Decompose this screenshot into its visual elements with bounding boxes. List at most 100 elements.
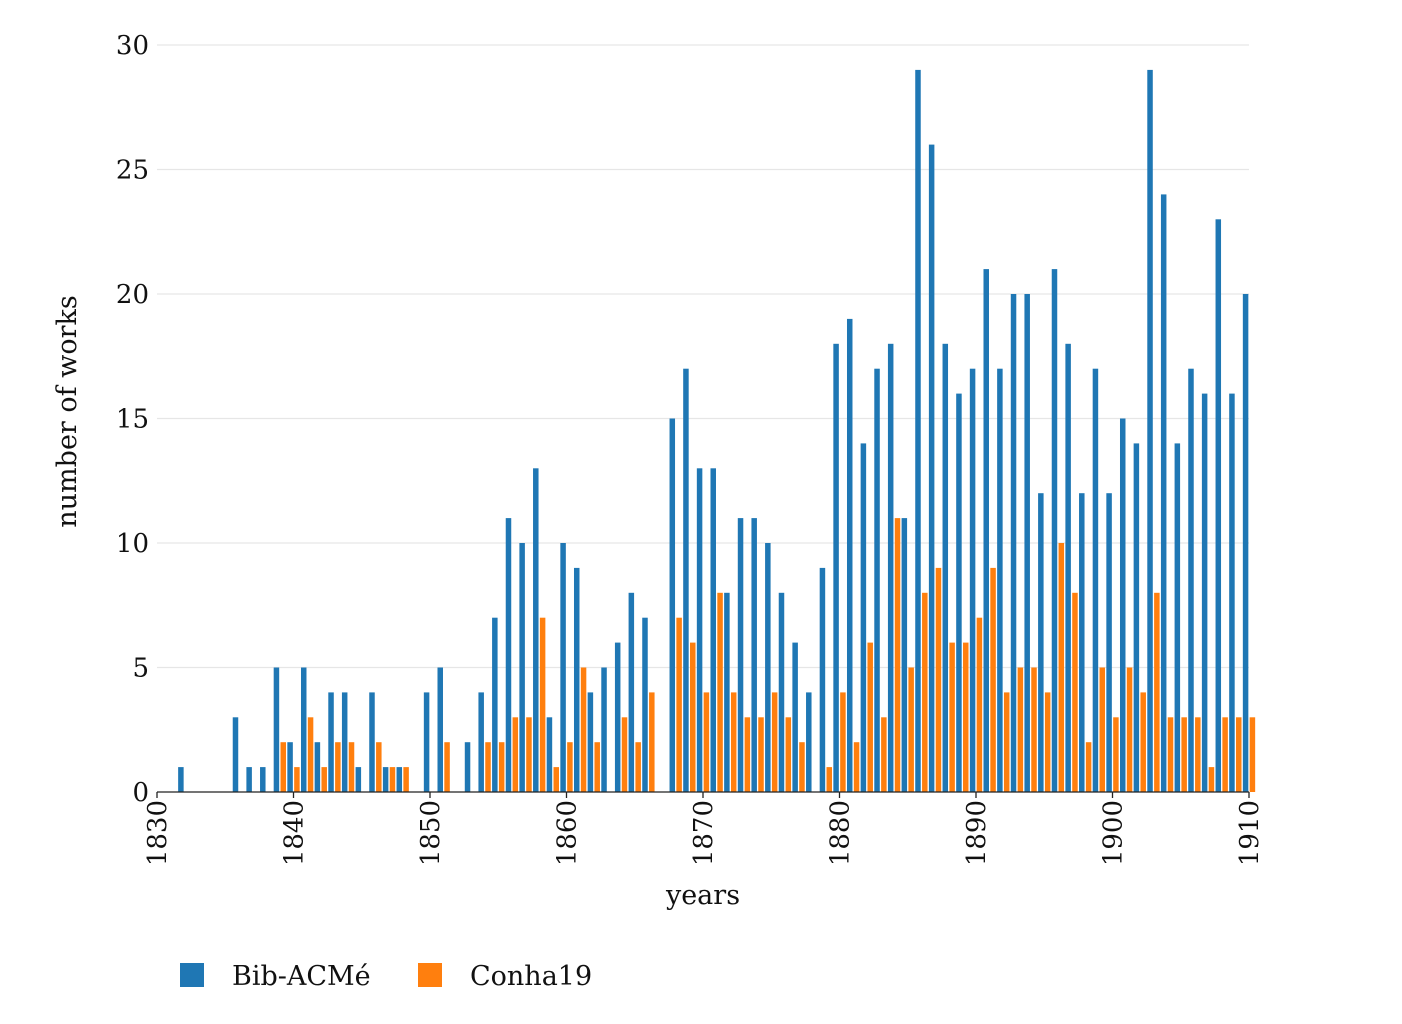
y-tick-label-30: 30: [116, 31, 149, 61]
bar-conha19-1909: [1236, 717, 1242, 792]
bar-bib-acm--1893: [1010, 294, 1017, 792]
bar-conha19-1881: [853, 742, 860, 792]
x-tick-label-1900: 1900: [1099, 800, 1129, 866]
bar-bib-acm--1854: [478, 692, 484, 792]
bar-bib-acm--1881: [846, 318, 853, 792]
bar-bib-acm--1856: [505, 518, 512, 792]
bar-conha19-1842: [321, 767, 327, 792]
bar-bib-acm--1869: [683, 368, 689, 792]
y-axis-ticks: 0 5 10 15 20 25 30: [116, 31, 149, 808]
x-axis-ticks: 1830 1840 1850 1860 1870 1880 1890 1900 1910: [143, 792, 1265, 866]
bar-conha19-1897: [1072, 592, 1078, 792]
bar-conha19-1892: [1003, 692, 1010, 792]
bar-conha19-1840: [294, 767, 300, 792]
bar-conha19-1885: [908, 667, 914, 792]
bar-bib-acm--1874: [751, 518, 757, 792]
y-tick-label-10: 10: [116, 529, 149, 559]
bar-bib-acm--1892: [997, 368, 1003, 792]
bar-conha19-1848: [403, 767, 409, 792]
bar-bib-acm--1873: [737, 518, 744, 792]
bar-conha19-1887: [935, 567, 942, 792]
bar-conha19-1839: [280, 742, 287, 792]
bar-conha19-1884: [894, 518, 901, 792]
bar-bib-acm--1836: [232, 717, 239, 792]
bar-conha19-1888: [949, 642, 955, 792]
bar-conha19-1882: [867, 642, 873, 792]
bar-conha19-1856: [512, 717, 519, 792]
y-tick-label-15: 15: [116, 405, 149, 435]
bar-conha19-1864: [621, 717, 628, 792]
bar-conha19-1883: [881, 717, 887, 792]
bar-bib-acm--1838: [260, 767, 266, 792]
bar-bib-acm--1837: [246, 767, 252, 792]
x-tick-label-1830: 1830: [143, 800, 173, 866]
bar-conha19-1891: [990, 567, 996, 792]
bar-bib-acm--1903: [1147, 69, 1153, 792]
bar-conha19-1865: [635, 742, 641, 792]
bar-conha19-1841: [307, 717, 314, 792]
bar-bib-acm--1898: [1079, 493, 1085, 792]
bar-bib-acm--1841: [300, 667, 307, 792]
bar-bib-acm--1859: [546, 717, 553, 792]
bar-conha19-1875: [771, 692, 778, 792]
bar-conha19-1861: [580, 667, 587, 792]
bar-conha19-1900: [1113, 717, 1119, 792]
bar-conha19-1872: [730, 692, 737, 792]
bar-bib-acm--1846: [369, 692, 375, 792]
bar-conha19-1904: [1167, 717, 1174, 792]
legend-label-bib-acme: Bib-ACMé: [232, 961, 371, 992]
bar-conha19-1859: [553, 767, 560, 792]
bar-conha19-1871: [717, 592, 723, 792]
bar-conha19-1896: [1058, 543, 1065, 792]
x-tick-label-1890: 1890: [962, 800, 992, 866]
x-axis-title: years: [665, 880, 740, 911]
bar-conha19-1886: [922, 592, 928, 792]
bar-conha19-1851: [444, 742, 450, 792]
bar-bib-acm--1861: [573, 567, 580, 792]
bar-conha19-1874: [758, 717, 764, 792]
bar-bib-acm--1896: [1051, 269, 1058, 793]
bar-bib-acm--1844: [341, 692, 348, 792]
bar-conha19-1846: [376, 742, 382, 792]
bar-bib-acm--1877: [792, 642, 798, 792]
bar-bib-acm--1886: [915, 69, 921, 792]
x-tick-label-1850: 1850: [416, 800, 446, 866]
x-tick-label-1880: 1880: [826, 800, 856, 866]
bar-conha19-1880: [840, 692, 846, 792]
bar-bib-acm--1885: [901, 518, 908, 792]
bar-bib-acm--1909: [1229, 393, 1235, 792]
bar-conha19-1858: [539, 617, 546, 792]
bar-conha19-1868: [676, 617, 682, 792]
y-tick-label-5: 5: [132, 654, 149, 684]
bar-conha19-1898: [1085, 742, 1092, 792]
bar-conha19-1862: [594, 742, 600, 792]
legend-label-conha19: Conha19: [470, 961, 592, 992]
bar-bib-acm--1842: [314, 742, 321, 792]
bar-conha19-1890: [976, 617, 983, 792]
bar-conha19-1910: [1249, 717, 1256, 792]
bar-conha19-1877: [799, 742, 805, 792]
bar-bib-acm--1853: [464, 742, 471, 792]
bar-bib-acm--1891: [983, 269, 989, 793]
bar-bib-acm--1868: [669, 418, 676, 792]
bar-conha19-1903: [1154, 592, 1160, 792]
bar-conha19-1908: [1222, 717, 1228, 792]
bar-bib-acm--1866: [642, 617, 648, 792]
bar-conha19-1893: [1017, 667, 1024, 792]
bar-conha19-1895: [1044, 692, 1051, 792]
bar-bib-acm--1894: [1024, 294, 1030, 792]
bar-bib-acm--1857: [519, 543, 525, 792]
bar-bib-acm--1901: [1119, 418, 1126, 792]
bar-bib-acm--1884: [887, 343, 894, 792]
y-tick-label-0: 0: [132, 778, 149, 808]
bar-bib-acm--1845: [355, 767, 362, 792]
bar-conha19-1866: [649, 692, 655, 792]
bar-bib-acm--1883: [874, 368, 880, 792]
bar-bib-acm--1851: [437, 667, 443, 792]
bar-bib-acm--1872: [724, 592, 730, 792]
bar-bib-acm--1865: [628, 592, 635, 792]
bar-conha19-1855: [498, 742, 505, 792]
x-tick-label-1870: 1870: [689, 800, 719, 866]
bar-bib-acm--1860: [560, 543, 566, 792]
